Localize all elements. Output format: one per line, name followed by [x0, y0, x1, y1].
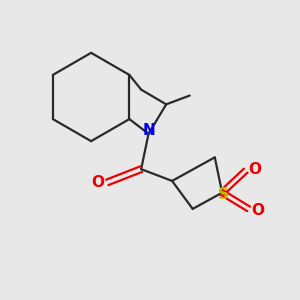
Text: N: N: [142, 123, 155, 138]
Text: O: O: [248, 162, 261, 177]
Text: O: O: [92, 175, 104, 190]
Text: O: O: [251, 203, 264, 218]
Text: S: S: [218, 187, 229, 202]
